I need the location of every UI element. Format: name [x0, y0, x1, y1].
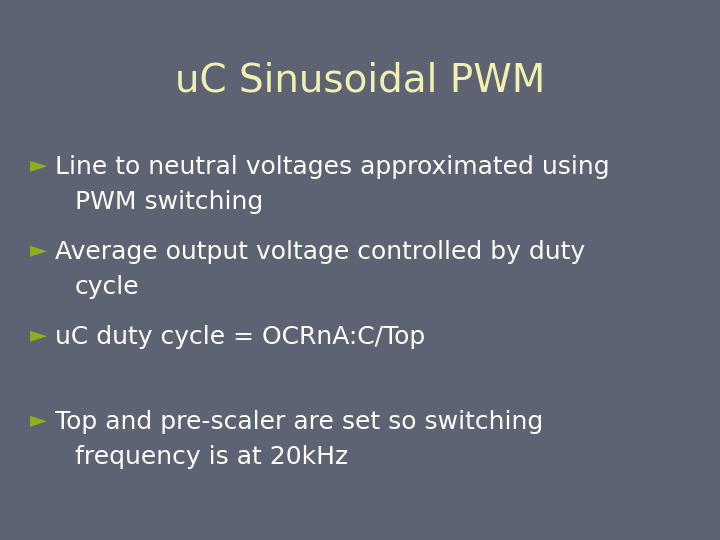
Text: frequency is at 20kHz: frequency is at 20kHz [75, 445, 348, 469]
Text: uC duty cycle = OCRnA:C/Top: uC duty cycle = OCRnA:C/Top [55, 325, 426, 349]
Text: uC Sinusoidal PWM: uC Sinusoidal PWM [175, 62, 545, 100]
Text: Average output voltage controlled by duty: Average output voltage controlled by dut… [55, 240, 585, 264]
Text: Top and pre-scaler are set so switching: Top and pre-scaler are set so switching [55, 410, 544, 434]
Text: ►: ► [30, 240, 47, 260]
Text: Line to neutral voltages approximated using: Line to neutral voltages approximated us… [55, 155, 610, 179]
Text: ►: ► [30, 325, 47, 345]
Text: cycle: cycle [75, 275, 140, 299]
Text: ►: ► [30, 155, 47, 175]
Text: ►: ► [30, 410, 47, 430]
Text: PWM switching: PWM switching [75, 190, 264, 214]
